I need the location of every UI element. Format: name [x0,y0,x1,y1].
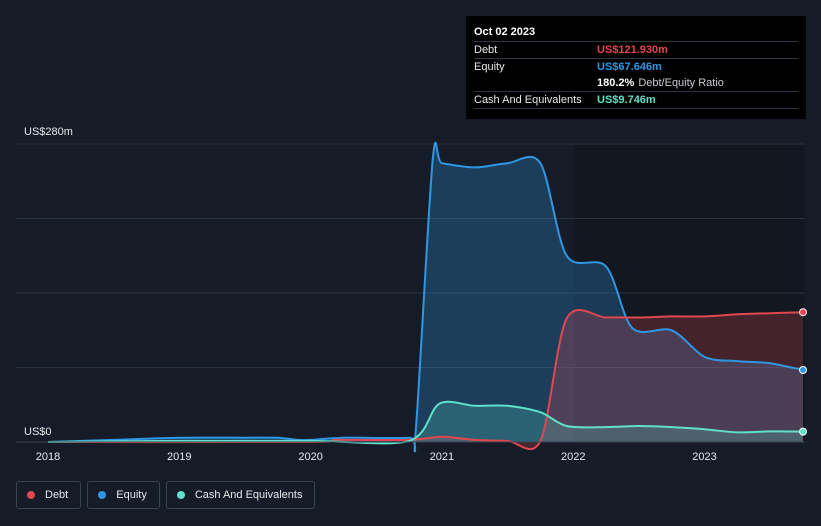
area-debt [48,310,803,450]
line-debt [47,309,804,451]
tooltip-equity-value: US$67.646m [597,61,662,73]
endpoint-debt [799,308,807,317]
tooltip-ratio-label: Debt/Equity Ratio [638,77,724,89]
x-tick-label: 2018 [36,451,60,463]
endpoint-equity [799,366,807,375]
area-equity [48,142,803,452]
legend-label-cash: Cash And Equivalents [194,489,303,501]
tooltip-debt-label: Debt [474,44,498,56]
area-cash-and-equivalents [48,401,803,444]
data-tooltip: Oct 02 2023 Debt US$121.930m Equity US$6… [466,16,806,119]
tooltip-cash-value: US$9.746m [597,94,656,106]
tooltip-equity-label: Equity [474,61,505,73]
legend-dot-debt [27,491,35,499]
y-axis-bottom-label: US$0 [24,426,52,438]
x-axis-ticks: 2018 2019 2020 2021 2022 2023 [36,451,717,463]
tooltip-row-equity: Equity US$67.646m [474,58,798,75]
y-axis-top-label: US$280m [24,126,73,138]
tooltip-debt-value: US$121.930m [597,44,668,56]
x-tick-label: 2022 [561,451,585,463]
series-areas [48,142,803,452]
legend-item-equity[interactable]: Equity [87,481,160,509]
line-cash-and-equivalents [47,400,804,445]
series-lines [47,141,804,453]
tooltip-row-debt: Debt US$121.930m [474,41,798,58]
legend-label-debt: Debt [45,489,69,501]
x-tick-label: 2019 [167,451,191,463]
legend-label-equity: Equity [116,489,147,501]
legend-item-debt[interactable]: Debt [16,481,82,509]
legend-item-cash[interactable]: Cash And Equivalents [165,481,316,509]
x-tick-label: 2021 [430,451,454,463]
chart-legend: Debt Equity Cash And Equivalents [16,481,316,509]
x-tick-label: 2020 [298,451,322,463]
legend-dot-cash [176,491,185,499]
tooltip-date: Oct 02 2023 [474,26,536,38]
x-tick-label: 2023 [692,451,716,463]
line-equity [47,141,804,453]
tooltip-ratio-value: 180.2% [597,77,635,89]
tooltip-row-cash: Cash And Equivalents US$9.746m [474,91,798,109]
endpoint-cash-and-equivalents [799,427,807,436]
tooltip-row-ratio: 180.2% Debt/Equity Ratio [474,75,798,91]
gridlines [16,143,805,368]
legend-dot-equity [98,491,107,499]
tooltip-cash-label: Cash And Equivalents [474,94,582,106]
series-endpoints [799,308,807,436]
